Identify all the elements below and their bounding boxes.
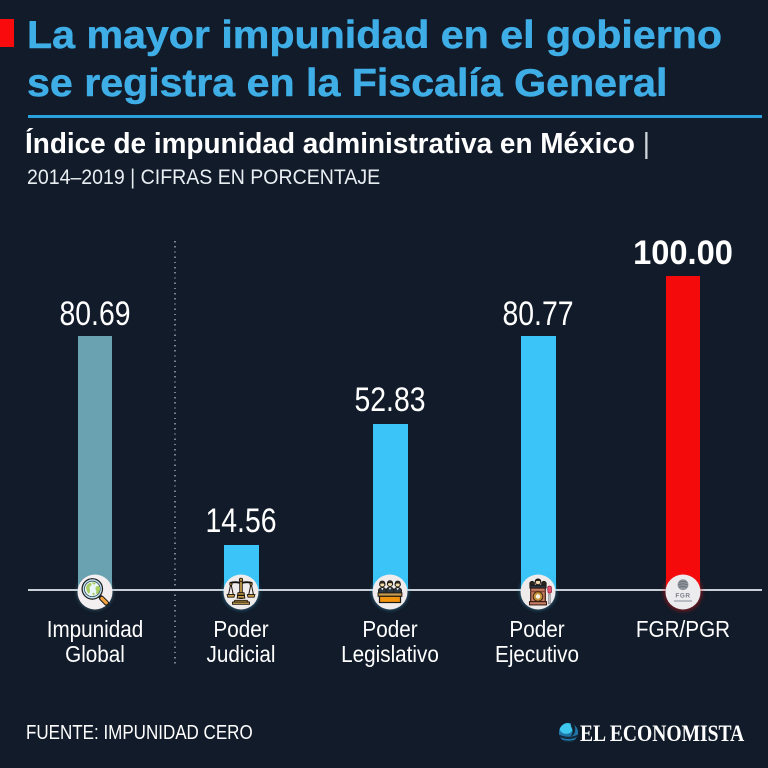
svg-text:FGR: FGR <box>675 593 690 600</box>
